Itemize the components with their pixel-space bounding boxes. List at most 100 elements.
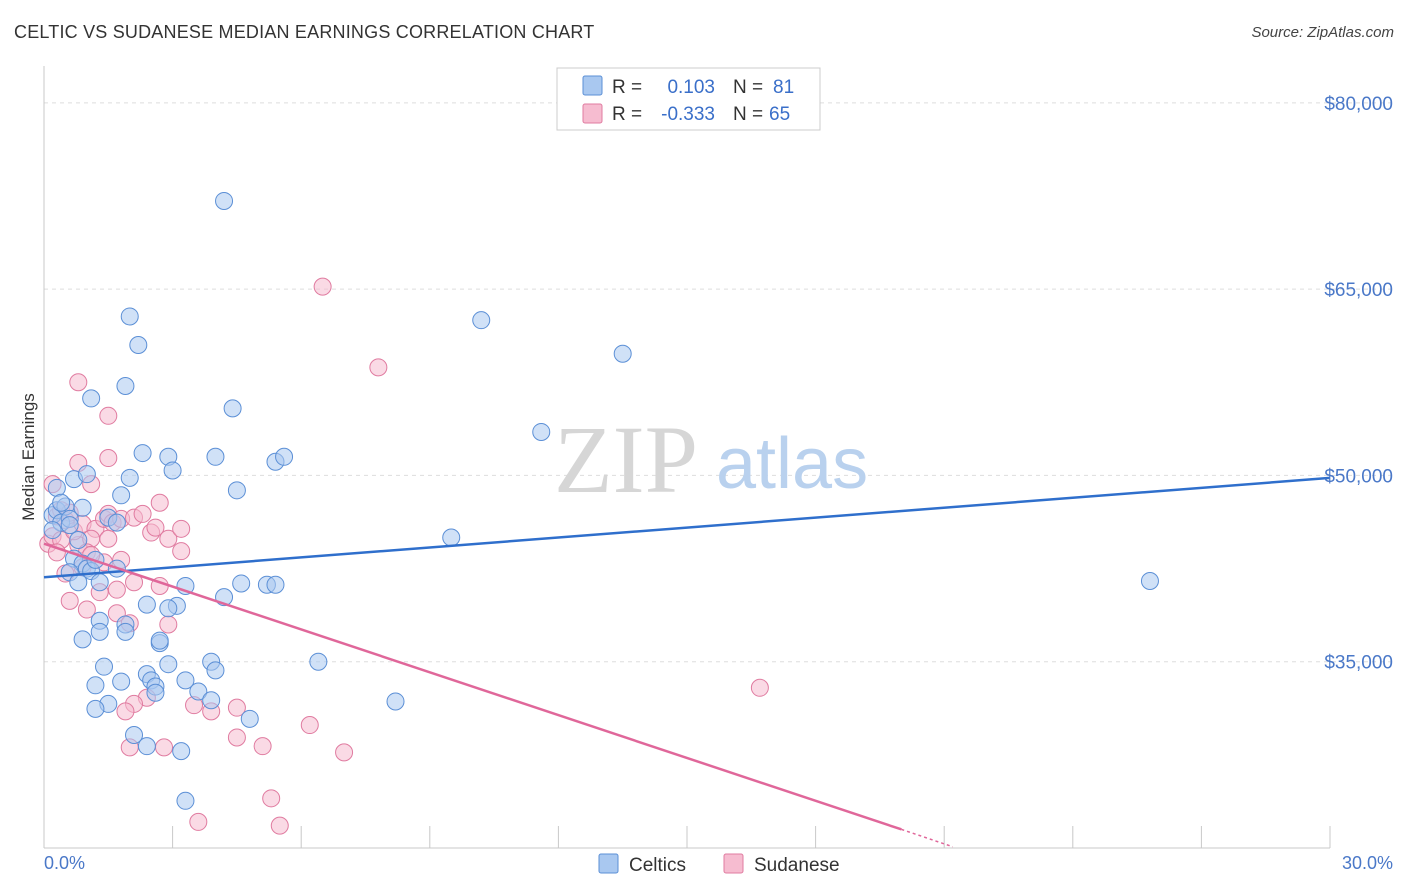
celtics-point	[116, 622, 135, 641]
series-legend-celtics: Celtics	[629, 855, 686, 876]
sudanese-point	[189, 812, 208, 831]
series-legend: Celtics Sudanese	[598, 853, 840, 876]
celtics-point	[206, 447, 225, 466]
sudanese-point	[270, 816, 289, 835]
y-tick-label: $80,000	[1324, 94, 1393, 115]
series-legend-swatch-sudanese	[723, 853, 744, 874]
legend-swatch-sudanese	[582, 103, 603, 124]
sudanese-point	[60, 591, 79, 610]
celtics-point	[82, 389, 101, 408]
sudanese-point	[253, 737, 272, 756]
celtics-point	[159, 599, 178, 618]
legend-n-label-celtics: N =	[733, 77, 763, 98]
celtics-point	[386, 692, 405, 711]
legend-n-value-sudanese: 65	[769, 104, 790, 125]
watermark-zip: ZIP	[554, 406, 698, 513]
celtics-point	[112, 672, 131, 691]
y-tick-labels: $35,000 $50,000 $65,000 $80,000	[1324, 94, 1393, 674]
celtics-point	[120, 468, 139, 487]
celtics-trend-line	[43, 476, 1331, 579]
celtics-point	[266, 575, 285, 594]
sudanese-point	[335, 743, 354, 762]
y-tick-label: $65,000	[1324, 280, 1393, 301]
sudanese-point	[172, 542, 191, 561]
sudanese-point	[146, 518, 165, 537]
celtics-point	[232, 574, 251, 593]
celtics-point	[532, 422, 551, 441]
celtics-point	[227, 481, 246, 500]
x-tick-labels: 0.0% 30.0%	[44, 853, 1393, 873]
celtics-point	[95, 657, 114, 676]
celtics-point	[86, 699, 105, 718]
y-tick-label: $50,000	[1324, 466, 1393, 487]
celtics-point	[172, 742, 191, 761]
trend-lines	[43, 476, 1331, 848]
celtics-point	[146, 683, 165, 702]
sudanese-point	[99, 406, 118, 425]
series-legend-sudanese: Sudanese	[754, 855, 840, 876]
stats-legend: R = 0.103 N = 81 R = -0.333 N = 65	[556, 67, 821, 131]
celtics-point	[223, 399, 242, 418]
legend-swatch-celtics	[582, 75, 603, 96]
celtics-point	[202, 691, 221, 710]
celtics-point	[206, 661, 225, 680]
celtics-point	[112, 486, 131, 505]
legend-r-label-celtics: R =	[612, 77, 642, 98]
celtics-point	[240, 709, 259, 728]
celtics-point	[52, 493, 71, 512]
celtics-point	[129, 336, 148, 355]
celtics-point	[86, 676, 105, 695]
x-tick-label: 0.0%	[44, 853, 85, 873]
celtics-point	[215, 191, 234, 210]
celtics-point	[176, 791, 195, 810]
celtics-point	[60, 516, 79, 535]
sudanese-point	[159, 529, 178, 548]
sudanese-point	[155, 738, 174, 757]
sudanese-point	[99, 449, 118, 468]
chart-title: CELTIC VS SUDANESE MEDIAN EARNINGS CORRE…	[14, 22, 595, 42]
celtics-point	[120, 307, 139, 326]
celtics-point	[125, 725, 144, 744]
celtics-point	[73, 498, 92, 517]
celtics-point	[133, 444, 152, 463]
sudanese-point	[262, 789, 281, 808]
legend-n-label-sudanese: N =	[733, 104, 763, 125]
legend-n-value-celtics: 81	[773, 77, 794, 98]
celtics-point	[137, 737, 156, 756]
axes	[43, 66, 1331, 849]
series-legend-swatch-celtics	[598, 853, 619, 874]
sudanese-point	[227, 698, 246, 717]
celtics-points	[43, 191, 1159, 810]
celtics-point	[442, 528, 461, 547]
celtics-point	[73, 630, 92, 649]
celtics-point	[150, 631, 169, 650]
sudanese-point	[172, 519, 191, 538]
celtics-point	[90, 622, 109, 641]
celtics-point	[163, 461, 182, 480]
x-tick-label: 30.0%	[1342, 853, 1393, 873]
sudanese-point	[300, 716, 319, 735]
sudanese-point	[750, 678, 769, 697]
celtics-point	[69, 531, 88, 549]
sudanese-point	[369, 358, 388, 377]
celtics-point	[137, 595, 156, 614]
sudanese-point	[107, 580, 126, 599]
watermark: ZIP atlas	[554, 406, 868, 513]
y-axis-label: Median Earnings	[19, 393, 38, 521]
celtics-point	[43, 521, 62, 540]
celtics-point	[176, 671, 195, 690]
sudanese-point	[159, 615, 178, 634]
celtics-point	[275, 447, 294, 466]
legend-r-label-sudanese: R =	[612, 104, 642, 125]
sudanese-point	[227, 728, 246, 747]
celtics-point	[47, 478, 66, 497]
source-label: Source: ZipAtlas.com	[1251, 24, 1394, 41]
celtics-point	[309, 652, 328, 671]
celtics-point	[159, 655, 178, 674]
celtics-point	[472, 311, 491, 330]
sudanese-point	[77, 600, 96, 619]
sudanese-point	[116, 702, 135, 721]
sudanese-trend-line	[43, 542, 902, 831]
sudanese-point	[69, 373, 88, 392]
